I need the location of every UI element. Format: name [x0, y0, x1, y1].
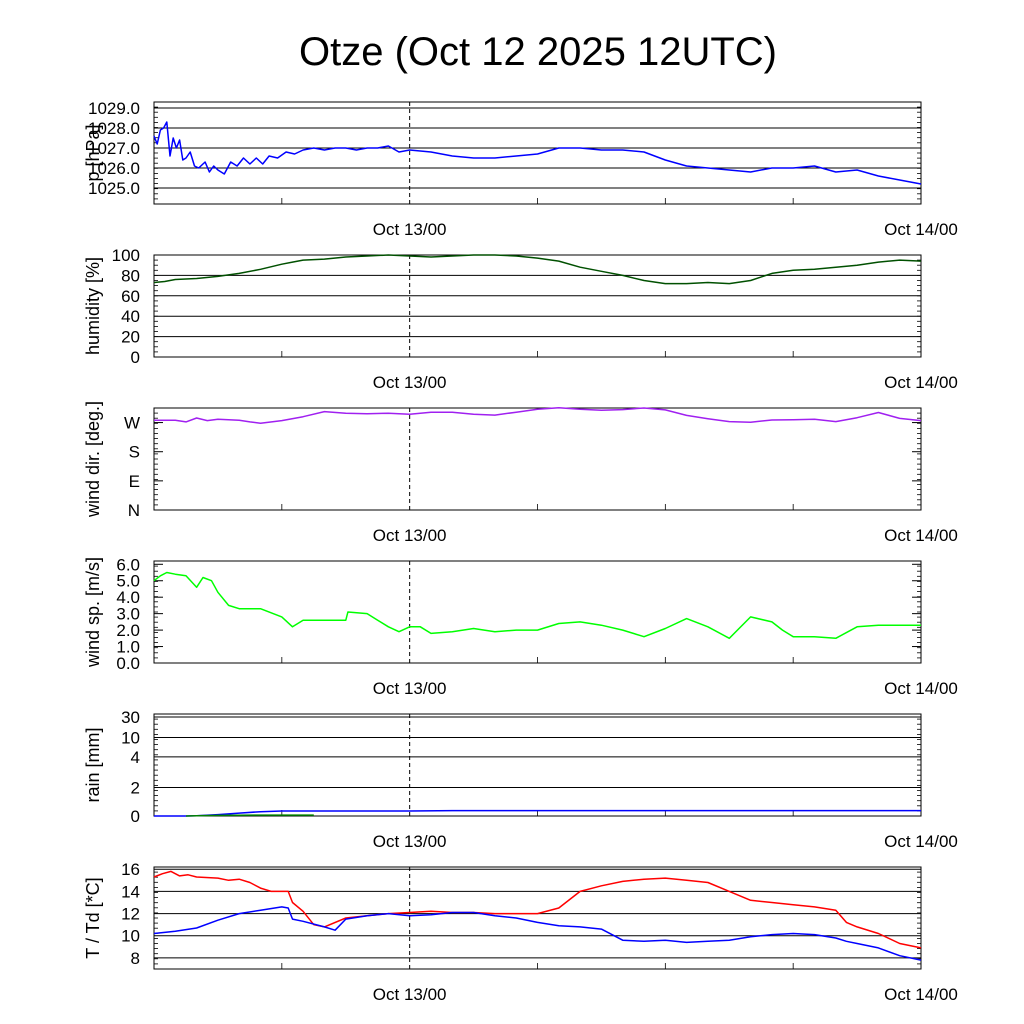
wind-dir-ytick-label: N — [128, 501, 140, 520]
temperature-ytick-label: 12 — [121, 905, 140, 924]
temperature-series-line-0 — [153, 870, 922, 949]
humidity-ytick-label: 100 — [112, 246, 140, 265]
rain-xtick-label: Oct 14/00 — [884, 832, 958, 851]
rain-ytick-label: 2 — [131, 778, 140, 797]
pressure-ytick-label: 1026.0 — [88, 159, 140, 178]
temperature-ytick-label: 14 — [121, 882, 140, 901]
humidity-xtick-label: Oct 14/00 — [884, 373, 958, 392]
rain-xtick-label: Oct 13/00 — [373, 832, 447, 851]
temperature-panel: 8 10 12 14 16 T / Td [*C] Oct 13/00 Oct 14/00 — [83, 860, 958, 1004]
pressure-ytick-label: 1025.0 — [88, 179, 140, 198]
humidity-ytick-label: 40 — [121, 307, 140, 326]
temperature-ylabel: T / Td [*C] — [83, 877, 103, 958]
humidity-ytick-label: 20 — [121, 328, 140, 347]
wind-dir-ytick-label: S — [129, 443, 140, 462]
wind-speed-series-line-0 — [153, 571, 921, 640]
rain-frame — [153, 713, 922, 817]
humidity-ytick-label: 0 — [131, 348, 140, 367]
chart-title: Otze (Oct 12 2025 12UTC) — [299, 30, 777, 74]
humidity-ytick-label: 60 — [121, 287, 140, 306]
rain-ylabel: rain [mm] — [83, 727, 103, 802]
humidity-xtick-label: Oct 13/00 — [373, 373, 447, 392]
wind-dir-frame — [153, 407, 922, 511]
temperature-ytick-label: 16 — [121, 860, 140, 879]
wind-speed-ytick-label: 5.0 — [116, 572, 140, 591]
wind-dir-ytick-label: W — [124, 414, 140, 433]
wind-speed-xtick-label: Oct 14/00 — [884, 679, 958, 698]
humidity-ylabel: humidity [%] — [83, 257, 103, 355]
wind-speed-ytick-label: 6.0 — [116, 555, 140, 574]
pressure-ytick-label: 1029.0 — [88, 99, 140, 118]
wind-dir-ytick-label: E — [129, 472, 140, 491]
wind-speed-ytick-label: 3.0 — [116, 605, 140, 624]
wind-dir-ylabel: wind dir. [deg.] — [83, 401, 103, 518]
humidity-series-line-0 — [153, 254, 922, 285]
pressure-xtick-label: Oct 13/00 — [373, 220, 447, 239]
temperature-ytick-label: 10 — [121, 927, 140, 946]
rain-series-line-1 — [185, 814, 314, 817]
temperature-ytick-label: 8 — [131, 949, 140, 968]
pressure-series-line-0 — [153, 121, 922, 185]
wind-speed-xtick-label: Oct 13/00 — [373, 679, 447, 698]
wind-dir-xtick-label: Oct 13/00 — [373, 526, 447, 545]
wind-speed-ytick-label: 0.0 — [116, 654, 140, 673]
wind-speed-panel: 0.01.02.03.04.05.06.0 wind sp. [m/s] Oct 1… — [83, 555, 958, 698]
pressure-frame — [153, 101, 922, 205]
rain-ytick-label: 0 — [131, 807, 140, 826]
rain-ytick-label: 10 — [121, 728, 140, 747]
humidity-ytick-label: 80 — [121, 266, 140, 285]
temperature-xtick-label: Oct 13/00 — [373, 985, 447, 1004]
temperature-series-line-1 — [153, 906, 922, 961]
pressure-ytick-label: 1028.0 — [88, 119, 140, 138]
pressure-xtick-label: Oct 14/00 — [884, 220, 958, 239]
rain-ytick-label: 30 — [121, 708, 140, 727]
wind-dir-series-line-0 — [154, 406, 922, 424]
wind-speed-ylabel: wind sp. [m/s] — [83, 557, 103, 668]
wind-speed-ytick-label: 1.0 — [116, 638, 140, 657]
pressure-ylabel: p [hPa] — [83, 124, 103, 181]
temperature-frame — [153, 866, 922, 970]
rain-ytick-label: 4 — [131, 748, 140, 767]
wind-speed-ytick-label: 4.0 — [116, 588, 140, 607]
temperature-xtick-label: Oct 14/00 — [884, 985, 958, 1004]
wind-dir-xtick-label: Oct 14/00 — [884, 526, 958, 545]
wind-speed-ytick-label: 2.0 — [116, 621, 140, 640]
pressure-ytick-label: 1027.0 — [88, 139, 140, 158]
